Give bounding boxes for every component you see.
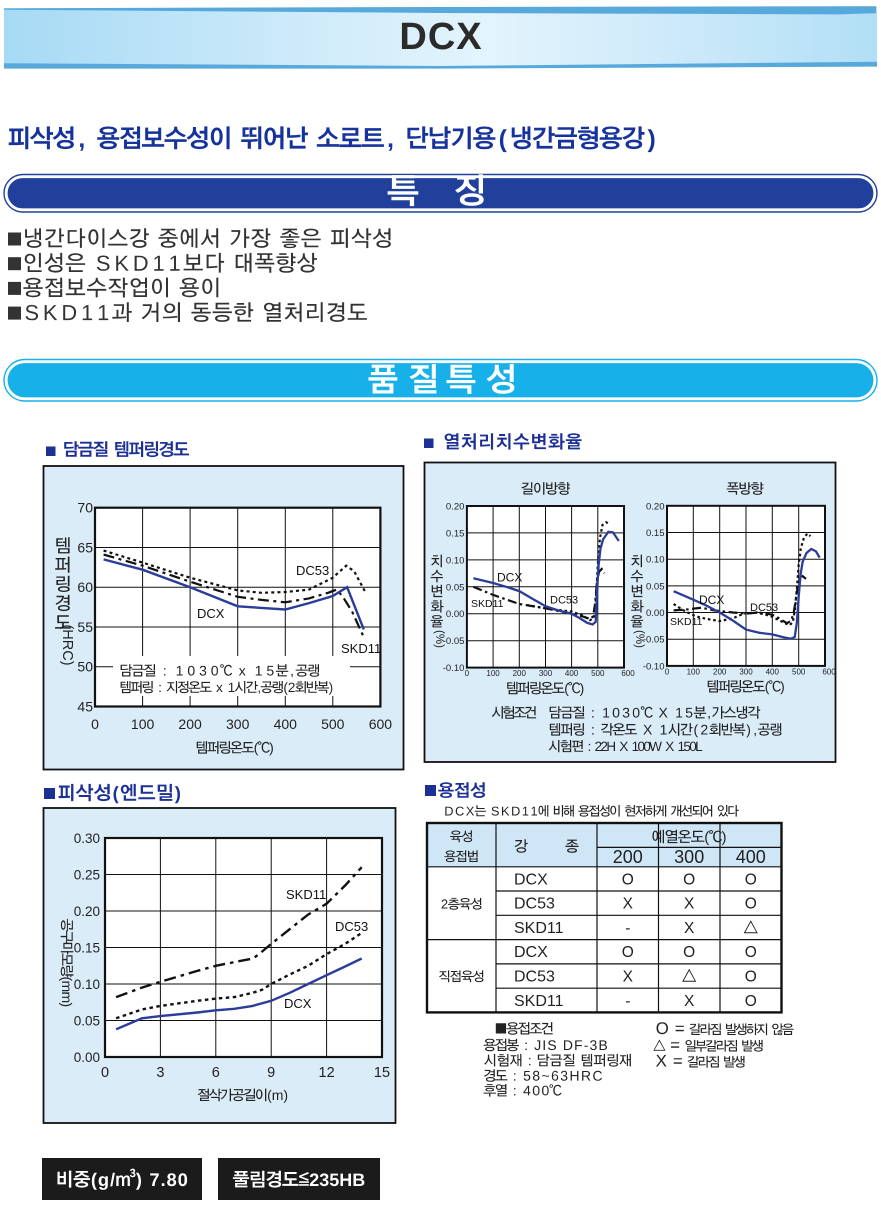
svg-text:9: 9	[267, 1065, 275, 1081]
svg-text:DC53: DC53	[514, 896, 555, 913]
svg-text:300: 300	[226, 716, 250, 732]
svg-text:0.00: 0.00	[74, 1050, 100, 1065]
svg-text:300: 300	[739, 667, 753, 676]
svg-text:0.10: 0.10	[74, 977, 100, 992]
svg-text:45: 45	[77, 699, 93, 715]
svg-text:0.15: 0.15	[74, 941, 100, 956]
svg-text:400: 400	[565, 669, 579, 678]
svg-text:O: O	[683, 871, 695, 888]
svg-text:DCX: DCX	[699, 593, 724, 607]
svg-text:SKD11: SKD11	[514, 920, 564, 937]
svg-text:O: O	[683, 944, 695, 961]
svg-text:400: 400	[274, 716, 298, 732]
svg-text:0.05: 0.05	[74, 1014, 100, 1029]
svg-text:0.10: 0.10	[646, 555, 665, 566]
svg-text:60: 60	[77, 579, 93, 595]
svg-text:SKD11: SKD11	[471, 598, 504, 610]
svg-text:-0.05: -0.05	[643, 635, 665, 646]
svg-text:DC53: DC53	[296, 563, 329, 578]
svg-text:DCX: DCX	[197, 606, 225, 621]
svg-text:-0.10: -0.10	[643, 661, 665, 672]
svg-text:0.15: 0.15	[446, 528, 465, 539]
svg-text:200: 200	[713, 667, 727, 676]
svg-text:0.00: 0.00	[446, 609, 465, 620]
svg-text:O: O	[745, 896, 757, 913]
svg-text:0.05: 0.05	[646, 581, 665, 592]
svg-text:SKD11: SKD11	[286, 887, 326, 902]
svg-text:DCX: DCX	[399, 16, 482, 58]
svg-text:X: X	[684, 920, 695, 937]
svg-text:600: 600	[621, 669, 635, 678]
svg-text:70: 70	[77, 500, 93, 516]
svg-text:O: O	[745, 944, 757, 961]
svg-text:0: 0	[665, 667, 670, 676]
svg-text:500: 500	[321, 716, 345, 732]
svg-text:0.05: 0.05	[446, 582, 465, 593]
svg-text:-0.10: -0.10	[443, 663, 465, 674]
svg-text:0: 0	[91, 716, 99, 732]
svg-text:DCX: DCX	[514, 871, 548, 888]
svg-text:X: X	[684, 896, 695, 913]
svg-text:DCX: DCX	[514, 944, 548, 961]
svg-text:55: 55	[77, 619, 93, 635]
svg-text:SKD11: SKD11	[670, 616, 703, 628]
svg-text:O: O	[745, 871, 757, 888]
svg-text:O: O	[745, 993, 757, 1010]
svg-text:DC53: DC53	[550, 595, 578, 607]
svg-text:600: 600	[822, 667, 836, 676]
svg-text:0.20: 0.20	[446, 502, 465, 513]
svg-text:O: O	[622, 944, 634, 961]
svg-text:O: O	[745, 969, 757, 986]
svg-text:DC53: DC53	[335, 919, 368, 934]
svg-text:100: 100	[687, 667, 701, 676]
svg-text:0.25: 0.25	[74, 868, 100, 883]
svg-text:300: 300	[674, 847, 704, 867]
svg-text:65: 65	[77, 540, 93, 556]
svg-text:SKD11: SKD11	[514, 993, 564, 1010]
svg-text:0: 0	[465, 669, 470, 678]
svg-text:200: 200	[613, 847, 643, 867]
svg-text:0.10: 0.10	[446, 555, 465, 566]
svg-text:(%): (%)	[433, 630, 445, 648]
svg-text:(HRC): (HRC)	[59, 624, 75, 665]
svg-text:400: 400	[766, 667, 780, 676]
svg-text:(%): (%)	[633, 630, 645, 648]
svg-text:X: X	[684, 993, 695, 1010]
svg-text:DCX: DCX	[497, 571, 522, 585]
svg-text:X: X	[623, 969, 634, 986]
svg-text:100: 100	[131, 716, 155, 732]
svg-text:300: 300	[539, 669, 553, 678]
svg-text:0.20: 0.20	[74, 904, 100, 919]
svg-text:SKD11: SKD11	[341, 641, 381, 656]
svg-text:500: 500	[591, 669, 605, 678]
svg-text:-: -	[625, 920, 630, 937]
svg-text:-0.05: -0.05	[443, 636, 465, 647]
svg-text:50: 50	[77, 659, 93, 675]
svg-text:400: 400	[736, 847, 766, 867]
svg-text:-: -	[625, 993, 630, 1010]
svg-text:15: 15	[374, 1065, 390, 1081]
svg-text:DC53: DC53	[514, 969, 555, 986]
svg-text:X: X	[623, 896, 634, 913]
svg-text:200: 200	[513, 669, 527, 678]
svg-text:600: 600	[369, 716, 393, 732]
svg-text:DCX: DCX	[284, 996, 312, 1011]
svg-text:0: 0	[101, 1065, 109, 1081]
svg-text:0.00: 0.00	[646, 608, 665, 619]
svg-text:0.20: 0.20	[646, 501, 665, 512]
svg-text:12: 12	[319, 1065, 335, 1081]
svg-text:0.15: 0.15	[646, 528, 665, 539]
svg-text:0.30: 0.30	[74, 831, 100, 846]
svg-text:DC53: DC53	[750, 602, 778, 614]
svg-text:200: 200	[178, 716, 202, 732]
svg-text:6: 6	[212, 1065, 220, 1081]
svg-text:3: 3	[156, 1065, 164, 1081]
svg-text:O: O	[622, 871, 634, 888]
svg-text:500: 500	[792, 667, 806, 676]
svg-text:100: 100	[486, 669, 500, 678]
